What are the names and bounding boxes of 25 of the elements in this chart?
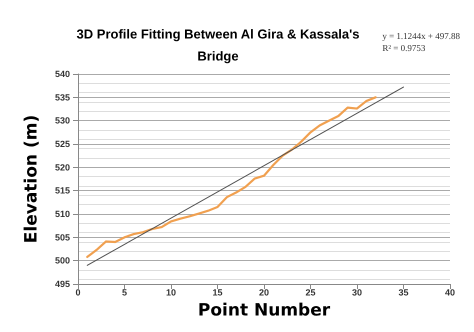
y-tick-label: 515 <box>54 186 70 196</box>
y-tick-label: 495 <box>54 279 70 289</box>
x-tick-label: 25 <box>305 288 316 298</box>
x-tick-label: 0 <box>75 288 81 298</box>
x-axis-title: Point Number <box>198 300 331 320</box>
x-tick-label: 40 <box>444 288 456 298</box>
text: y = 1.1244x + 497.88 <box>382 31 460 41</box>
y-tick-label: 500 <box>54 256 70 266</box>
y-tick-label: 505 <box>54 232 70 242</box>
chart-title: 3D Profile Fitting Between Al Gira & Kassala's Bridge <box>76 26 360 64</box>
x-tick-label: 20 <box>258 288 270 298</box>
x-tick-label: 35 <box>398 288 409 298</box>
y-tick-label: 520 <box>54 162 70 172</box>
text: R² = 0.9753 <box>382 43 426 53</box>
x-tick-label: 30 <box>352 288 362 298</box>
line-series <box>86 96 377 258</box>
y-tick-label: 510 <box>54 209 70 219</box>
x-tick-label: 15 <box>212 288 223 298</box>
y-tick-label: 535 <box>54 92 70 102</box>
y-tick-label: 525 <box>54 139 70 149</box>
x-tick-label: 10 <box>166 288 176 298</box>
y-tick-label: 530 <box>54 116 70 126</box>
x-tick-label: 5 <box>122 288 128 298</box>
y-axis-title: Elevation (m) <box>22 114 42 244</box>
y-tick-label: 540 <box>54 69 70 79</box>
